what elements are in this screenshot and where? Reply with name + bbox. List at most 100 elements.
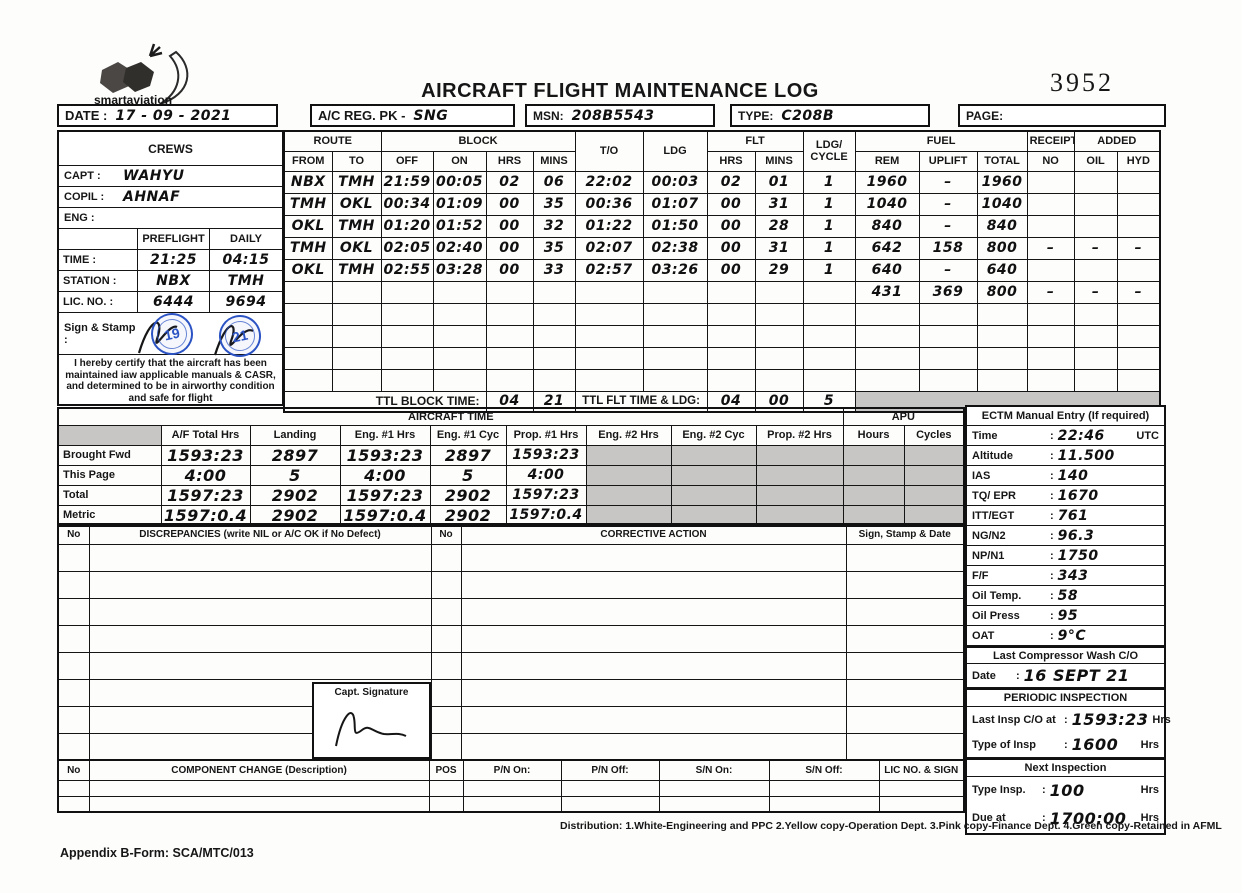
comp-desc (88, 795, 430, 813)
page-box: PAGE: (958, 104, 1166, 127)
sn-off (768, 795, 880, 813)
flight-row: OKL TMH 01:20 01:52 00 32 01:22 01:50 00 28 1 840–8… (283, 214, 1161, 238)
flight-row: NBX TMH 21:59 00:05 02 06 22:02 00:03 02 01 1 1960–… (283, 170, 1161, 194)
sn-on (658, 795, 770, 813)
apu-cycles (903, 444, 965, 466)
cell-block-mins: 35 (532, 236, 576, 260)
cell-to (331, 280, 382, 304)
cell-oil (1073, 302, 1118, 326)
msn-value: 208B5543 (571, 107, 655, 124)
eng1-cyc: 5 (429, 464, 507, 486)
apu-header: APU (842, 407, 965, 426)
cell-off: 02:55 (380, 258, 434, 282)
cell-receipt (1026, 324, 1075, 348)
cell-block-mins (532, 302, 576, 326)
station-daily: TMH (227, 273, 265, 289)
action-text (460, 705, 847, 734)
action-no (430, 678, 462, 707)
cell-landing (642, 280, 708, 304)
eng1-hrs-header: Eng. #1 Hrs (339, 424, 431, 446)
next-type-label: Type Insp. (972, 784, 1026, 796)
eng2-hrs-header: Eng. #2 Hrs (585, 424, 672, 446)
cell-takeoff: 00:36 (574, 192, 644, 216)
cell-from: TMH (283, 236, 333, 260)
cell-from (283, 368, 333, 392)
colon: : (1050, 429, 1054, 442)
discrepancy-row (57, 651, 965, 680)
cell-hyd (1116, 214, 1161, 238)
colon: : (1050, 569, 1054, 582)
cell-block-hrs (485, 280, 534, 304)
flt-header: FLT (706, 130, 804, 152)
cell-on (432, 368, 487, 392)
sn-on (658, 779, 770, 797)
ectm-value: 1670 (1057, 487, 1099, 504)
cell-receipt (1026, 302, 1075, 326)
action-no-header: No (430, 523, 462, 545)
cell-to (331, 302, 382, 326)
cell-on (432, 346, 487, 370)
wash-date-label: Date (972, 669, 996, 682)
apu-cycles (903, 484, 965, 506)
page-title: AIRCRAFT FLIGHT MAINTENANCE LOG (421, 80, 819, 102)
cell-landing (642, 346, 708, 370)
smartaviation-logo: smartaviation (94, 43, 189, 107)
ectm-value: 9°C (1057, 627, 1087, 644)
cell-landing: 03:26 (642, 258, 708, 282)
cell-takeoff: 02:57 (574, 258, 644, 282)
date-label: DATE : (65, 108, 108, 123)
ttl-block-label: TTL BLOCK TIME: (284, 390, 487, 412)
cell-off (380, 346, 434, 370)
sign-cell (845, 570, 965, 599)
crews-panel: CREWS CAPT : WAHYU COPIL : AHNAF ENG : PRE… (57, 130, 284, 406)
cell-takeoff (574, 280, 644, 304)
ectm-value: 140 (1057, 467, 1089, 484)
action-no (430, 597, 462, 626)
discrepancy-row (57, 543, 965, 572)
cell-takeoff: 02:07 (574, 236, 644, 260)
cell-flt-hrs (706, 280, 756, 304)
action-no (430, 651, 462, 680)
copil-value: AHNAF (123, 189, 181, 205)
periodic-inspection-title: PERIODIC INSPECTION (967, 688, 1164, 707)
prop2-hrs (755, 444, 844, 466)
cell-hyd (1116, 324, 1161, 348)
cell-landing (642, 324, 708, 348)
cell-takeoff: 01:22 (574, 214, 644, 238)
type-label: TYPE: (738, 108, 774, 123)
action-no (430, 570, 462, 599)
sign-stamp-date-header: Sign, Stamp & Date (845, 523, 965, 545)
cell-off: 21:59 (380, 170, 434, 194)
flight-row: 431 369 800– – – (283, 280, 1161, 304)
cell-on: 02:40 (432, 236, 487, 260)
crews-title: CREWS (148, 141, 193, 156)
cell-fuel-rem (854, 368, 920, 392)
cell-fuel-total: 800 (976, 280, 1028, 304)
cell-fuel-rem: 1040 (854, 192, 920, 216)
sn-on-header: S/N On: (658, 759, 770, 781)
comp-pos-header: POS (428, 759, 464, 781)
eng1-cyc: 2897 (429, 444, 507, 466)
cell-flt-mins: 31 (754, 236, 804, 260)
cell-oil (1073, 346, 1118, 370)
reg-box: A/C REG. PK - SNG (310, 104, 515, 127)
prop1-hrs: 4:00 (505, 464, 587, 486)
cell-oil: – (1073, 280, 1118, 304)
landing-count-header: Landing (249, 424, 341, 446)
cell-receipt (1026, 170, 1075, 194)
cell-to: OKL (331, 192, 382, 216)
cell-cycle (802, 302, 856, 326)
cell-block-hrs: 00 (485, 214, 534, 238)
cell-fuel-rem (854, 346, 920, 370)
ectm-label: OAT (972, 629, 995, 642)
ectm-label: NG/N2 (972, 529, 1006, 542)
certification-text: I hereby certify that the aircraft has b… (65, 358, 276, 404)
cell-fuel-uplift (918, 302, 978, 326)
cell-from (283, 302, 333, 326)
cell-on (432, 280, 487, 304)
disc-text (88, 624, 432, 653)
cell-off: 02:05 (380, 236, 434, 260)
cell-to (331, 324, 382, 348)
capt-label: CAPT : (64, 170, 101, 182)
cell-oil (1073, 170, 1118, 194)
